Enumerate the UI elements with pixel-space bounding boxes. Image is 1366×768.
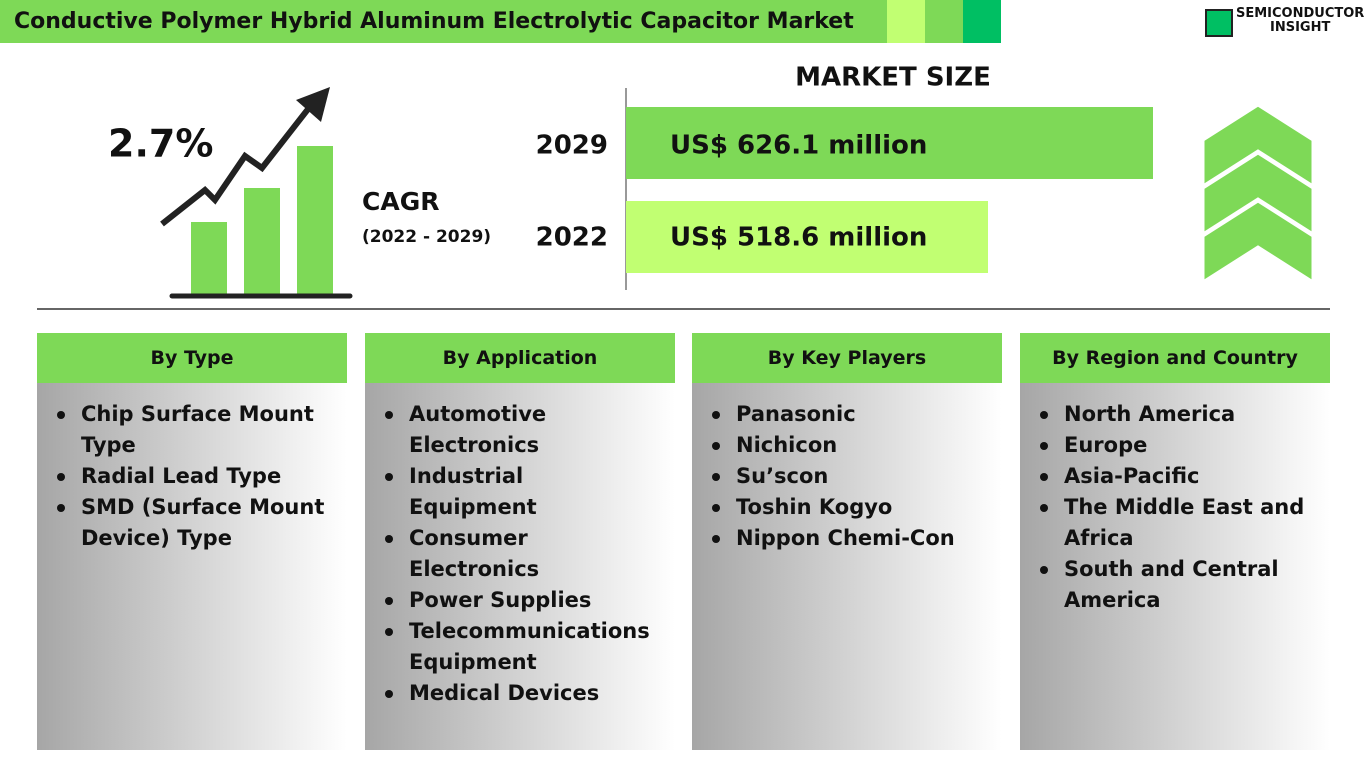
segment-body: Panasonic Nichicon Su’scon Toshin Kogyo Nipp… bbox=[692, 383, 1002, 750]
segment-panel: By Type Chip Surface Mount Type Radial Lea… bbox=[37, 333, 347, 750]
segment-item: Nichicon bbox=[712, 430, 982, 461]
size-value: US$ 626.1 million bbox=[670, 131, 927, 161]
icon-bar bbox=[191, 222, 227, 295]
segment-panel: By Key Players Panasonic Nichicon Su’scon To… bbox=[692, 333, 1002, 750]
segment-title: By Type bbox=[37, 333, 347, 383]
deco bbox=[963, 0, 1001, 43]
chevrons bbox=[1201, 103, 1315, 285]
segment-item: Industrial Equipment bbox=[385, 461, 655, 523]
logo-icon bbox=[1205, 9, 1233, 37]
segment-body: Automotive Electronics Industrial Equipme… bbox=[365, 383, 675, 750]
segment-title: By Region and Country bbox=[1020, 333, 1330, 383]
logo-text: INSIGHT bbox=[1269, 20, 1331, 35]
segment-body: North America Europe Asia-Pacific The Middl… bbox=[1020, 383, 1330, 750]
segment-list: North America Europe Asia-Pacific The Middl… bbox=[1040, 399, 1310, 616]
segment-panel: By Application Automotive Electronics Indu… bbox=[365, 333, 675, 750]
segment-item: Asia-Pacific bbox=[1040, 461, 1310, 492]
segment-body: Chip Surface Mount Type Radial Lead Type S… bbox=[37, 383, 347, 750]
logo: SEMICONDUCTOR INSIGHT bbox=[1236, 7, 1364, 35]
size-value: US$ 518.6 million bbox=[670, 223, 927, 253]
year: 2022 bbox=[536, 223, 608, 253]
size-bar bbox=[626, 107, 1153, 179]
logo-text: SEMICONDUCTOR bbox=[1236, 6, 1365, 21]
segment-title: By Application bbox=[365, 333, 675, 383]
segment-title: By Key Players bbox=[692, 333, 1002, 383]
cagr-period: (2022 - 2029) bbox=[362, 227, 491, 247]
deco bbox=[887, 0, 925, 43]
segment-panel: By Region and Country North America Europe… bbox=[1020, 333, 1330, 750]
cagr-value: 2.7% bbox=[108, 122, 213, 166]
segment-item: The Middle East and Africa bbox=[1040, 492, 1310, 554]
segment-item: Consumer Electronics bbox=[385, 523, 655, 585]
size-bar bbox=[626, 201, 988, 273]
segment-item: Automotive Electronics bbox=[385, 399, 655, 461]
segment-list: Panasonic Nichicon Su’scon Toshin Kogyo Nipp… bbox=[712, 399, 982, 554]
icon-bar bbox=[244, 188, 280, 295]
segment-item: South and Central America bbox=[1040, 554, 1310, 616]
segment-item: Telecommunications Equipment bbox=[385, 616, 655, 678]
title: Conductive Polymer Hybrid Aluminum Elect… bbox=[0, 0, 887, 43]
year: 2029 bbox=[536, 131, 608, 161]
segment-item: Chip Surface Mount Type bbox=[57, 399, 327, 461]
segment-list: Automotive Electronics Industrial Equipme… bbox=[385, 399, 655, 709]
segment-item: SMD (Surface Mount Device) Type bbox=[57, 492, 327, 554]
segment-item: Panasonic bbox=[712, 399, 982, 430]
icon-bar bbox=[297, 146, 333, 295]
icon-arrowhead bbox=[296, 87, 330, 122]
icon-arrow bbox=[160, 102, 315, 227]
cagr-label: CAGR bbox=[362, 187, 439, 216]
segment-item: Power Supplies bbox=[385, 585, 655, 616]
segment-item: Nippon Chemi-Con bbox=[712, 523, 982, 554]
market-size-title: MARKET SIZE bbox=[795, 63, 991, 93]
deco bbox=[925, 0, 963, 43]
segment-list: Chip Surface Mount Type Radial Lead Type S… bbox=[57, 399, 327, 554]
segment-item: Europe bbox=[1040, 430, 1310, 461]
segment-item: Radial Lead Type bbox=[57, 461, 327, 492]
segment-item: Su’scon bbox=[712, 461, 982, 492]
segment-item: North America bbox=[1040, 399, 1310, 430]
segment-item: Medical Devices bbox=[385, 678, 655, 709]
segment-item: Toshin Kogyo bbox=[712, 492, 982, 523]
graphics: 2.7% CAGR (2022 - 2029) MARKET SIZE 2029… bbox=[37, 63, 1330, 310]
